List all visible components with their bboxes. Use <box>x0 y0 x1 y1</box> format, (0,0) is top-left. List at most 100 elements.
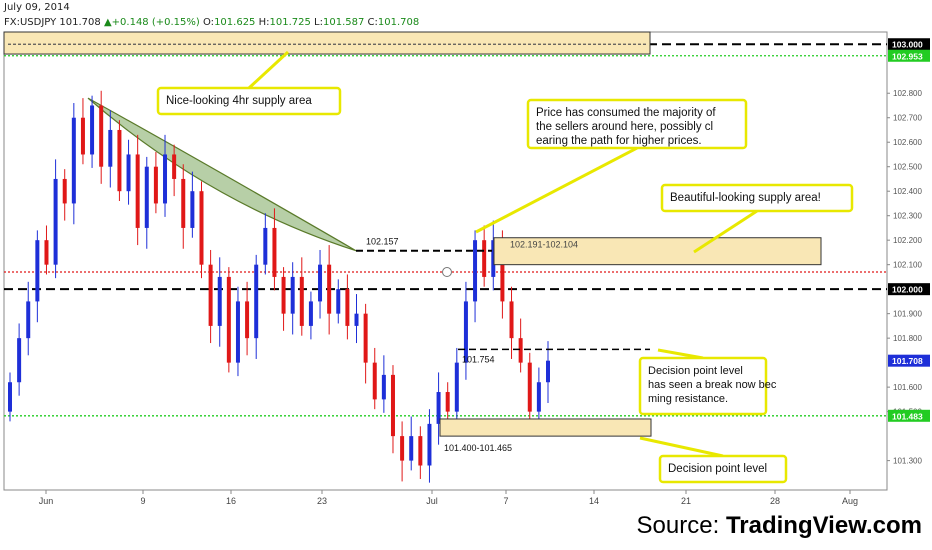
candle-body <box>226 276 231 363</box>
candle-body <box>190 191 195 228</box>
candle <box>226 267 231 373</box>
candle <box>235 286 240 377</box>
candle <box>53 159 58 279</box>
time-tick-label: 21 <box>681 496 691 506</box>
candle-body <box>117 129 122 192</box>
candle <box>518 318 523 373</box>
candle <box>190 171 195 238</box>
candle-body <box>363 313 368 363</box>
up-arrow-icon: ▲ <box>103 17 112 28</box>
candle-body <box>144 166 149 228</box>
candle-body <box>336 289 341 314</box>
annotation-sellers-consumed-text: earing the path for higher prices. <box>536 135 702 147</box>
candle-body <box>17 338 22 383</box>
time-tick-label: 23 <box>317 496 327 506</box>
candle <box>400 421 405 482</box>
candle-body <box>126 154 131 192</box>
annotation-4hr-supply-text: Nice-looking 4hr supply area <box>166 95 312 107</box>
candle-body <box>163 154 168 204</box>
candle <box>26 281 31 356</box>
candle <box>509 286 514 359</box>
annotation-decision-break-text: Decision point level <box>648 365 743 377</box>
candle <box>245 281 250 356</box>
annotation-beautiful-supply-pointer <box>693 209 758 254</box>
price-tag-last-bg <box>888 354 930 367</box>
candle-body <box>509 301 514 339</box>
candle <box>473 230 478 323</box>
price-change: +0.148 (+0.15%) <box>111 17 200 28</box>
time-tick-label: Aug <box>842 496 858 506</box>
open-label: O: <box>202 17 215 28</box>
candle-body <box>527 362 532 412</box>
candle <box>345 274 350 340</box>
candle-body <box>254 264 259 339</box>
last-price: 101.708 <box>59 17 101 28</box>
candle-body <box>71 117 76 204</box>
time-tick-label: Jun <box>39 496 54 506</box>
price-tick-label: 102.200 <box>893 236 922 245</box>
candle-body <box>473 240 478 302</box>
source-prefix: Source: <box>636 512 726 539</box>
candle-body <box>454 362 459 412</box>
candle-body <box>354 313 359 326</box>
candle <box>17 323 22 396</box>
annotation-decision-break-text: ming resistance. <box>648 393 728 405</box>
annotation-decision-level <box>658 454 788 484</box>
candle-body <box>245 301 250 339</box>
price-tag-102953: 102.953 <box>892 51 923 61</box>
candle-body <box>281 276 286 314</box>
candle-body <box>418 436 423 466</box>
candle <box>491 220 496 291</box>
candle-body <box>427 423 432 466</box>
candle <box>135 134 140 246</box>
open-value: 101.625 <box>214 17 256 28</box>
candle <box>436 372 441 445</box>
time-tick-label: 7 <box>503 496 508 506</box>
candle-body <box>208 264 213 326</box>
candle <box>144 156 149 249</box>
candle-body <box>135 154 140 228</box>
candle <box>418 426 423 479</box>
candle-body <box>463 301 468 363</box>
candle <box>35 230 40 323</box>
source-credit: Source: TradingView.com <box>637 512 922 540</box>
candle-body <box>308 301 313 326</box>
candle <box>546 341 550 404</box>
candle-body <box>181 178 186 228</box>
candle <box>8 372 12 422</box>
close-value: 101.708 <box>377 17 420 28</box>
candle-body <box>35 240 40 302</box>
price-tick-label: 101.800 <box>893 334 922 343</box>
candle <box>163 134 168 217</box>
candle-body <box>482 240 487 277</box>
candle-body <box>263 227 268 265</box>
price-tick-label: 102.800 <box>893 89 922 98</box>
candle <box>108 110 113 188</box>
source-brand: TradingView.com <box>725 512 922 539</box>
supply-zone-4hr <box>3 31 651 55</box>
decision-zone <box>439 418 652 437</box>
price-tag-102000: 102.000 <box>892 285 923 295</box>
candle-body <box>26 301 31 339</box>
candle <box>181 164 186 249</box>
candle-body <box>44 240 49 265</box>
annotation-decision-level-text: Decision point level <box>668 463 767 475</box>
supply-zone-right <box>493 237 822 266</box>
candle-body <box>445 392 450 412</box>
candle-body <box>108 129 113 167</box>
symbol-name[interactable]: FX:USDJPY <box>4 17 57 28</box>
candle-body <box>90 105 95 155</box>
label-101754: 101.754 <box>462 354 495 364</box>
candle-body <box>491 240 496 277</box>
candle <box>354 294 359 344</box>
high-value: 101.725 <box>269 17 311 28</box>
price-tick-label: 101.900 <box>893 310 922 319</box>
price-tick-label: 102.500 <box>893 163 922 172</box>
label-supply-range: 102.191-102.104 <box>510 240 578 250</box>
candle-body <box>500 240 505 302</box>
candle <box>336 279 341 324</box>
time-tick-label: 28 <box>770 496 780 506</box>
candle <box>318 249 323 319</box>
candle-body <box>345 289 350 326</box>
